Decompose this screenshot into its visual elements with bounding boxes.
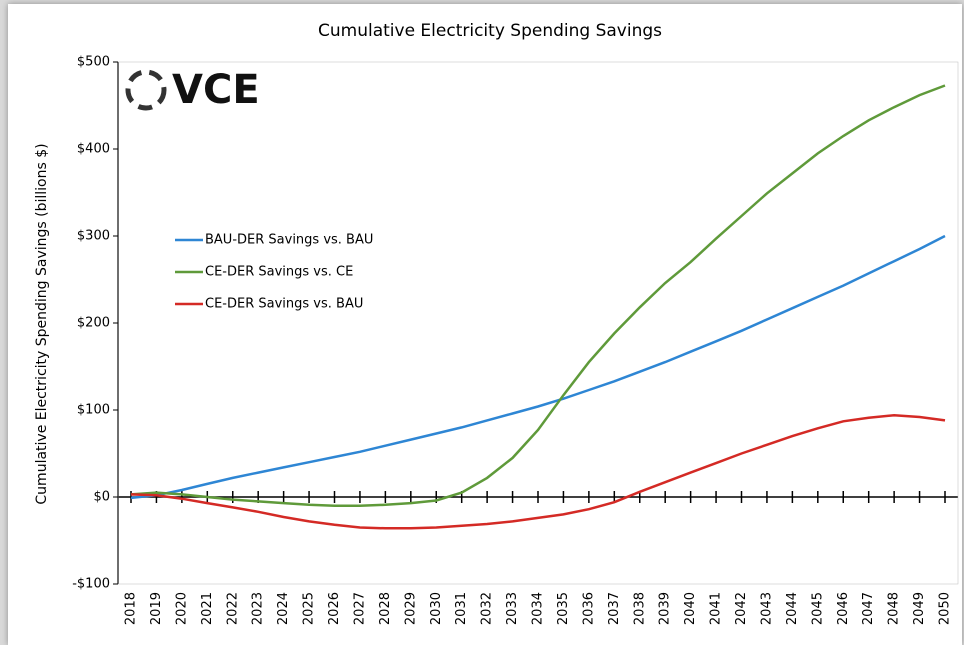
x-tick-label: 2022 bbox=[225, 592, 240, 625]
x-tick-label: 2032 bbox=[480, 592, 495, 625]
x-tick-label: 2034 bbox=[531, 592, 546, 625]
x-tick-label: 2038 bbox=[632, 592, 647, 625]
legend-label: BAU-DER Savings vs. BAU bbox=[205, 233, 373, 248]
x-tick-label: 2036 bbox=[581, 592, 596, 625]
x-tick-label: 2018 bbox=[124, 592, 139, 625]
x-tick-label: 2047 bbox=[861, 592, 876, 625]
logo-icon bbox=[125, 69, 167, 111]
x-tick-label: 2023 bbox=[251, 592, 266, 625]
legend-label: CE-DER Savings vs. CE bbox=[205, 265, 353, 280]
x-tick-label: 2027 bbox=[352, 592, 367, 625]
x-tick-label: 2031 bbox=[454, 592, 469, 625]
y-tick-label: $300 bbox=[77, 229, 110, 244]
y-tick-label: $200 bbox=[77, 316, 110, 331]
y-tick-label: $500 bbox=[77, 55, 110, 70]
x-tick-label: 2025 bbox=[302, 592, 317, 625]
x-tick-label: 2044 bbox=[785, 592, 800, 625]
x-tick-label: 2033 bbox=[505, 592, 520, 625]
x-tick-label: 2046 bbox=[836, 592, 851, 625]
logo-text: VCE bbox=[172, 67, 260, 113]
x-tick-label: 2028 bbox=[378, 592, 393, 625]
series-line bbox=[130, 413, 946, 530]
chart-title: Cumulative Electricity Spending Savings bbox=[318, 21, 662, 41]
x-tick-label: 2029 bbox=[403, 592, 418, 625]
x-tick-label: 2039 bbox=[658, 592, 673, 625]
x-tick-label: 2019 bbox=[149, 592, 164, 625]
x-tick-label: 2050 bbox=[938, 592, 953, 625]
x-tick-label: 2048 bbox=[887, 592, 902, 625]
plot-border bbox=[117, 61, 959, 585]
y-tick-label: $0 bbox=[93, 490, 110, 505]
y-tick-label: $100 bbox=[77, 403, 110, 418]
x-tick-label: 2021 bbox=[200, 592, 215, 625]
chart-frame bbox=[8, 4, 962, 645]
y-axis-title: Cumulative Electricity Spending Savings … bbox=[34, 143, 50, 504]
x-tick-label: 2037 bbox=[607, 592, 622, 625]
x-tick-label: 2030 bbox=[429, 592, 444, 625]
x-tick-label: 2020 bbox=[174, 592, 189, 625]
series-line bbox=[130, 234, 946, 500]
x-tick-label: 2041 bbox=[709, 592, 724, 625]
x-tick-label: 2035 bbox=[556, 592, 571, 625]
series-line bbox=[130, 84, 946, 507]
y-tick-label: -$100 bbox=[72, 577, 110, 592]
x-tick-label: 2049 bbox=[912, 592, 927, 625]
x-tick-label: 2026 bbox=[327, 592, 342, 625]
logo: VCE bbox=[125, 67, 260, 113]
x-tick-label: 2045 bbox=[810, 592, 825, 625]
x-tick-label: 2042 bbox=[734, 592, 749, 625]
y-tick-label: $400 bbox=[77, 142, 110, 157]
x-tick-label: 2040 bbox=[683, 592, 698, 625]
x-tick-label: 2043 bbox=[759, 592, 774, 625]
legend-label: CE-DER Savings vs. BAU bbox=[205, 297, 363, 312]
x-tick-label: 2024 bbox=[276, 592, 291, 625]
